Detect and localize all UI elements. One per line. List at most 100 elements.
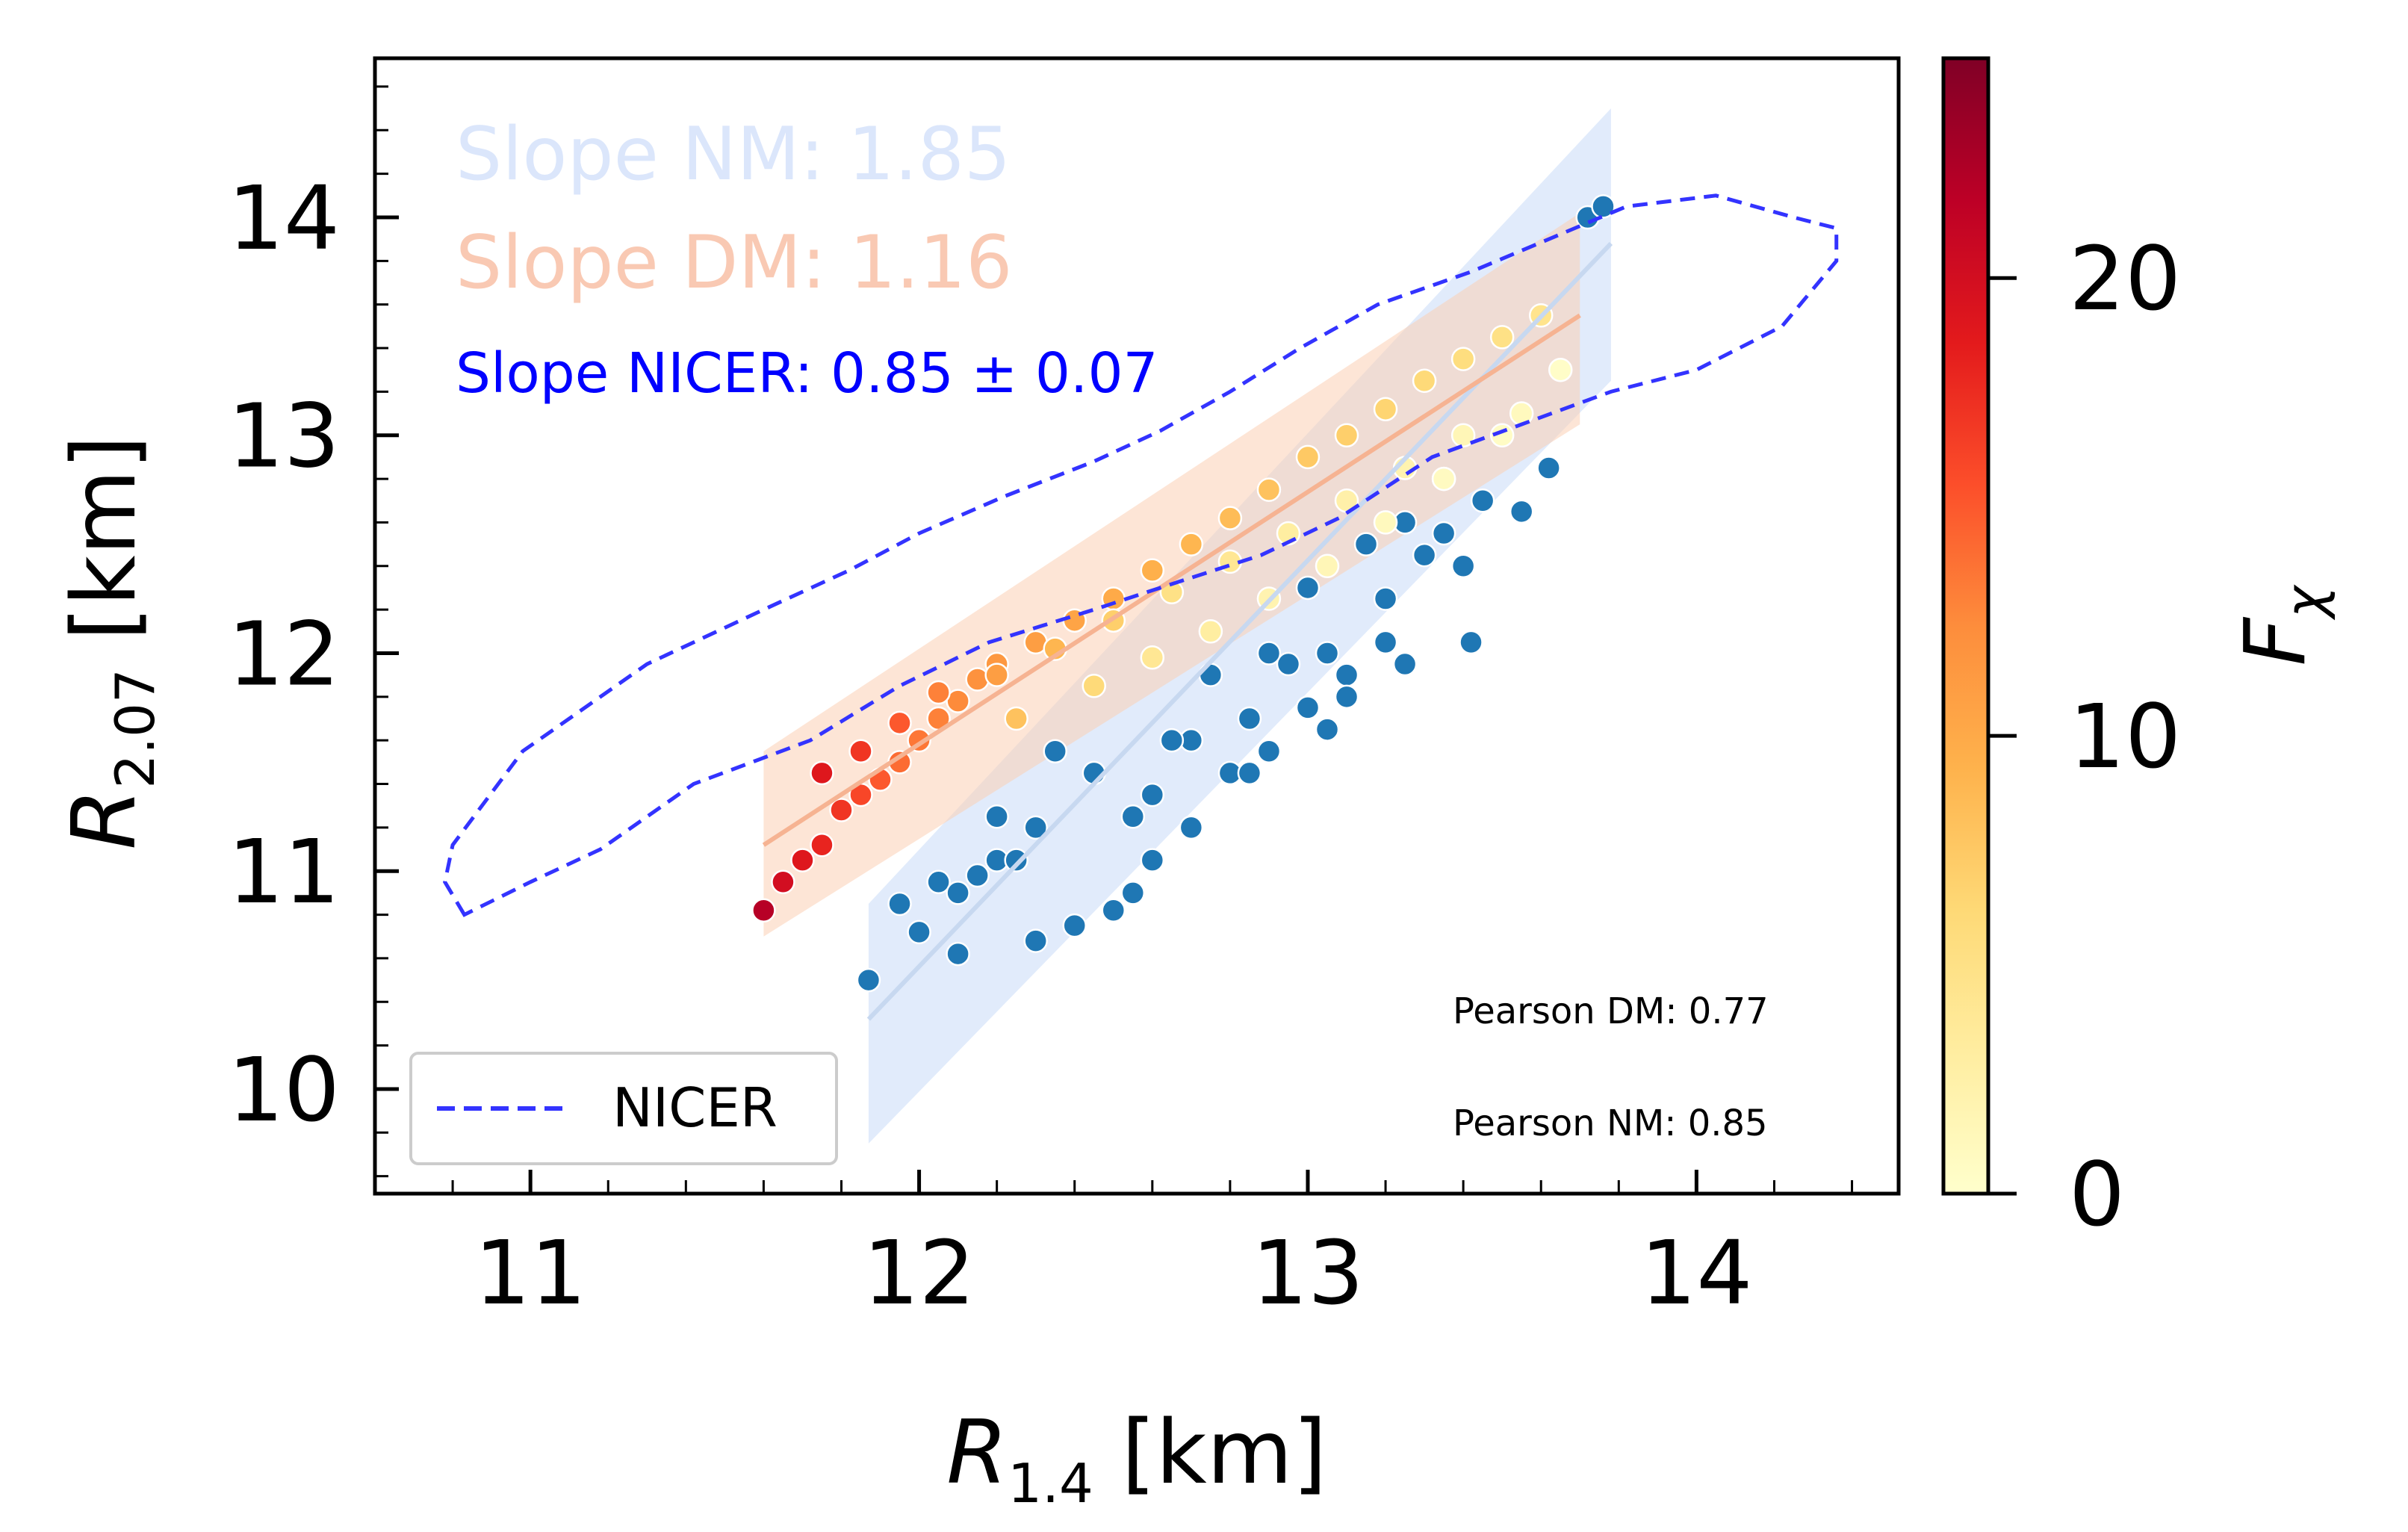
dm-point [1450,347,1476,371]
nm-point [1237,706,1262,731]
nm-point [1276,651,1301,677]
dm-point [1140,558,1165,583]
nm-point [1159,728,1185,753]
nm-point [1509,499,1534,524]
colorbar-label: Fχ [2227,584,2336,666]
dm-point [1373,397,1398,421]
x-tick-label: 12 [863,1221,975,1324]
nm-point [1536,456,1561,480]
dm-point [1295,444,1321,470]
nm-point [1256,641,1282,666]
dm-point [810,760,834,786]
nm-point [1459,630,1483,655]
nm-point [1140,782,1165,807]
nm-point [965,863,990,888]
dm-point [751,898,776,922]
y-axis-label: R2.07 [km] [52,435,167,849]
nm-point [1023,928,1048,953]
x-tick-label: 14 [1640,1221,1752,1324]
dm-point [887,710,912,736]
nm-point [1470,488,1495,513]
legend-nicer-label: NICER [612,1076,778,1139]
slope-nm-annotation: Slope NM: 1.85 [456,112,1011,197]
nm-point [1315,641,1340,666]
dm-point [1140,645,1165,670]
dm-point [790,848,815,872]
dm-point [1489,325,1515,350]
dm-point [1315,553,1340,579]
nm-point [1295,695,1321,720]
colorbar-ticks: 0 10 20 [1988,227,2181,1246]
nm-point [1140,848,1165,872]
x-axis-label: R1.4 [km] [946,1401,1326,1515]
nm-point [887,891,912,917]
x-tick-label: 13 [1252,1221,1364,1324]
slope-nicer-annotation: Slope NICER: 0.85 ± 0.07 [456,341,1158,406]
x-tick-label: 11 [474,1221,586,1324]
nm-point [1101,898,1126,922]
nm-point [946,881,970,905]
nm-point [1256,739,1282,764]
dm-point [1450,423,1476,447]
dm-point [984,663,1009,687]
y-tick-label: 13 [228,385,340,488]
dm-point [829,798,854,822]
nm-point [1295,575,1321,601]
nm-point [1373,586,1398,611]
dm-point [1198,619,1223,644]
y-axis-ticks: 10 11 12 13 14 [228,85,399,1178]
y-tick-label: 12 [228,602,340,705]
nm-point [1431,521,1456,546]
dm-point [1373,510,1398,535]
nicer-contour [443,193,1839,917]
nm-point [1450,553,1476,579]
dm-point [926,680,951,705]
x-axis-ticks: 11 12 13 14 [451,1170,1854,1324]
dm-band [763,213,1580,937]
colorbar-tick-label: 0 [2069,1143,2125,1246]
colorbar-gradient [1941,56,1990,1196]
nm-point [1023,815,1048,840]
slope-dm-annotation: Slope DM: 1.16 [456,220,1012,306]
nm-point [1120,804,1146,829]
pearson-dm-annotation: Pearson DM: 0.77 [1453,990,1769,1032]
legend: NICER [409,1052,838,1165]
colorbar-tick-label: 20 [2069,227,2181,330]
y-tick-label: 11 [228,820,340,923]
nm-point [984,804,1009,829]
nm-fit-line [866,241,1613,1021]
nm-point [1392,651,1418,677]
pearson-nm-annotation: Pearson NM: 0.85 [1453,1103,1768,1144]
dm-point [1431,466,1456,491]
dm-fit-line [762,313,1581,847]
dm-point [1509,401,1534,426]
nm-point [1334,684,1359,710]
nm-point [907,919,931,945]
dm-point [771,869,795,895]
nm-point [1334,663,1359,687]
nm-point [1591,194,1616,219]
colorbar-tick-label: 10 [2069,685,2181,788]
nm-point [926,869,951,895]
dm-point [1179,532,1204,556]
dm-point [1082,673,1107,698]
fit-bands [763,108,1611,1144]
nicer-contour-group [443,193,1839,917]
dm-point [1548,357,1573,382]
nm-point [1373,630,1398,655]
legend-box [409,1052,838,1165]
nm-point [1043,739,1067,764]
dm-point [1256,477,1282,502]
colorbar: 0 10 20 Fχ [1941,56,2336,1246]
dm-point [1004,706,1028,731]
dm-point [810,832,834,858]
dm-point [1412,368,1437,394]
dm-point [1217,506,1243,530]
nm-point [1237,760,1262,786]
nm-point [1179,815,1204,840]
nm-point [1353,532,1379,556]
nm-point [1120,881,1146,905]
dm-point [1334,423,1359,447]
nm-point [946,941,970,967]
